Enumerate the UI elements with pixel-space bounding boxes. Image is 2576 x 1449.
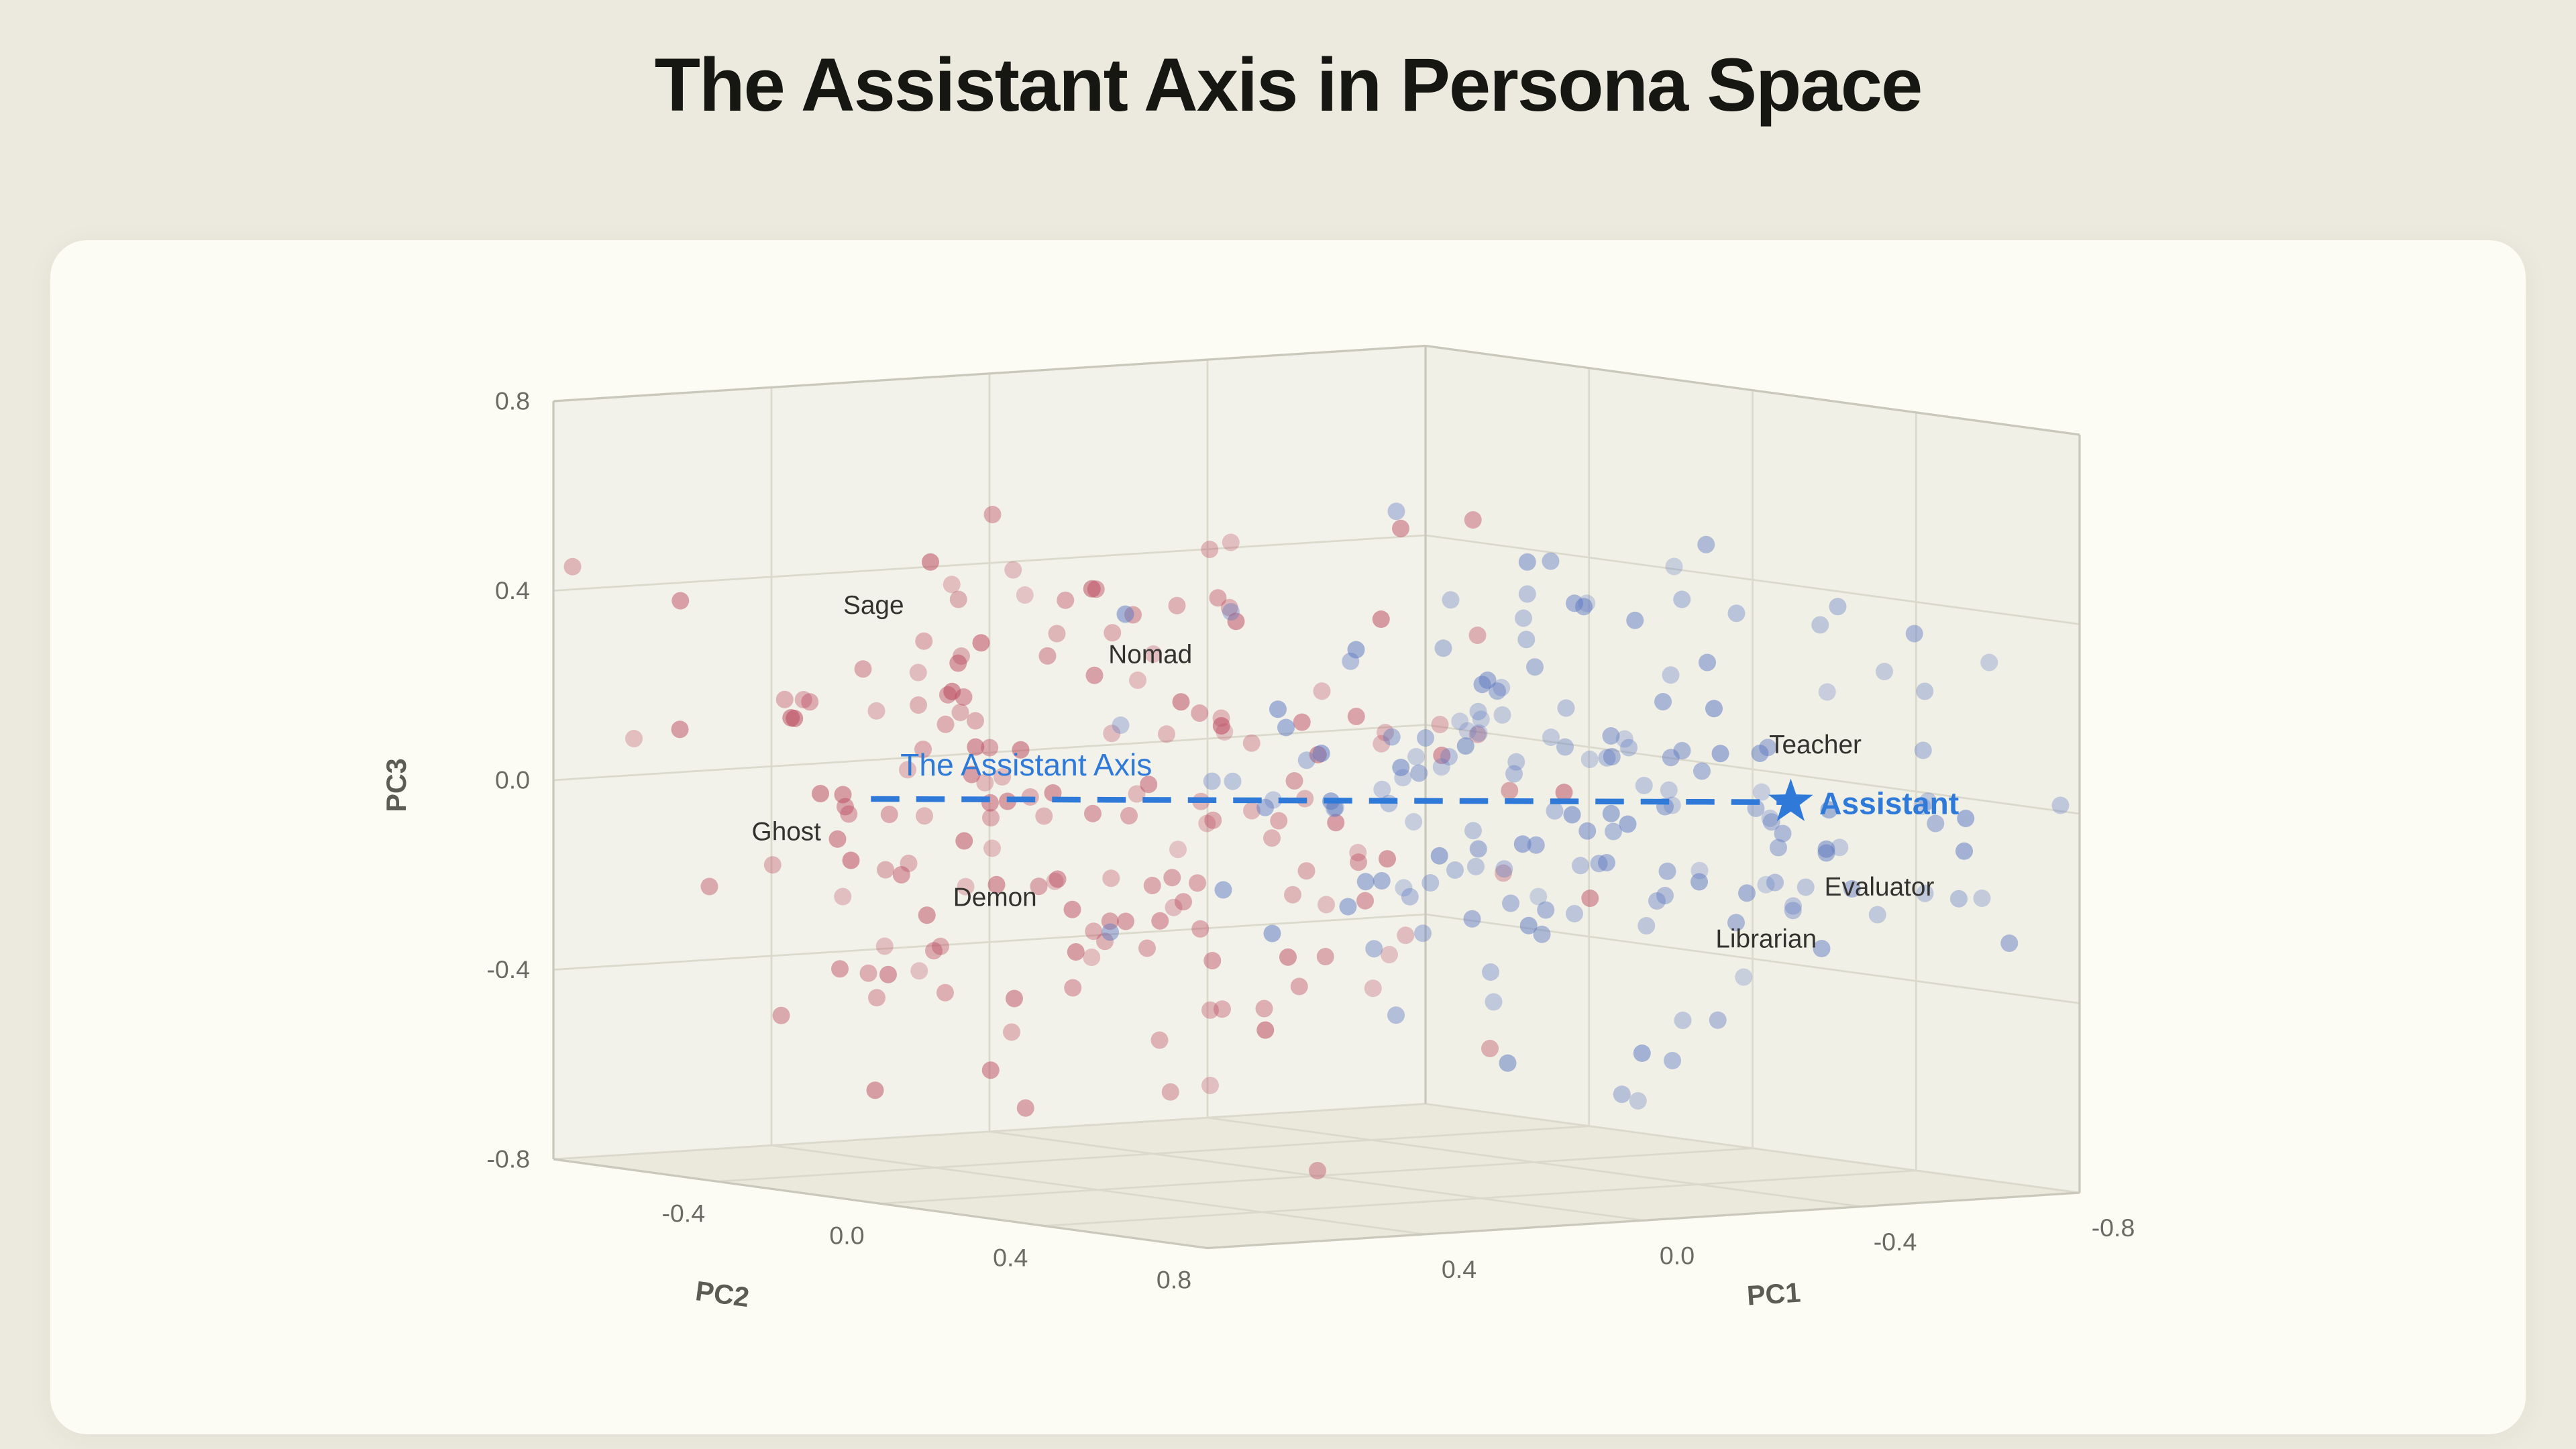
plot-card: 0.8 0.4 0.0 -0.4 -0.8 -0.4 0.0 0.4 0.8 0.4 0.0 -0.4…	[50, 240, 2526, 1434]
pc1-axis-title: PC1	[1746, 1277, 1802, 1311]
persona-label-evaluator: Evaluator	[1825, 873, 1935, 902]
persona-label-demon: Demon	[953, 883, 1037, 912]
page-title: The Assistant Axis in Persona Space	[654, 43, 1923, 127]
pc1-tick-label: -0.4	[1874, 1228, 1917, 1256]
persona-labels: Sage Nomad Ghost Demon Teacher Evaluator Libra…	[752, 591, 1935, 953]
persona-label-nomad: Nomad	[1108, 640, 1192, 669]
assistant-marker-label: Assistant	[1819, 786, 1959, 820]
persona-space-3d-plot: 0.8 0.4 0.0 -0.4 -0.8 -0.4 0.0 0.4 0.8 0.4 0.0 -0.4…	[381, 344, 2135, 1313]
pc3-tick-label: 0.4	[495, 576, 530, 604]
pc2-tick-label: 0.0	[829, 1221, 864, 1249]
pc3-tick-label: 0.0	[495, 766, 530, 794]
persona-label-ghost: Ghost	[752, 818, 822, 847]
scatter-misaligned-personas	[564, 506, 1599, 1179]
pc1-tick-label: -0.8	[2092, 1214, 2135, 1242]
pc3-axis-title: PC3	[381, 758, 412, 812]
axes-edges	[552, 344, 2081, 1250]
assistant-axis-label: The Assistant Axis	[900, 747, 1152, 782]
tick-labels: 0.8 0.4 0.0 -0.4 -0.8 -0.4 0.0 0.4 0.8 0.4 0.0 -0.4…	[486, 387, 2135, 1294]
pc1-tick-label: 0.4	[1442, 1255, 1477, 1283]
pc2-axis-title: PC2	[694, 1275, 751, 1313]
axis-titles: PC3 PC2 PC1	[381, 758, 1802, 1313]
pc3-tick-label: -0.8	[486, 1145, 530, 1173]
pc2-tick-label: 0.4	[993, 1244, 1028, 1272]
persona-label-sage: Sage	[843, 591, 904, 620]
persona-label-teacher: Teacher	[1769, 731, 1862, 759]
pc2-tick-label: 0.8	[1157, 1266, 1191, 1294]
pc2-tick-label: -0.4	[661, 1199, 705, 1227]
assistant-axis-line	[871, 796, 1791, 805]
persona-label-librarian: Librarian	[1715, 924, 1817, 953]
assistant-axis: The Assistant Axis Assistant	[871, 747, 1959, 821]
assistant-star-icon	[1768, 778, 1813, 821]
pc3-tick-label: 0.8	[495, 387, 530, 415]
pc3-tick-label: -0.4	[486, 955, 530, 983]
pc1-tick-label: 0.0	[1660, 1241, 1695, 1269]
